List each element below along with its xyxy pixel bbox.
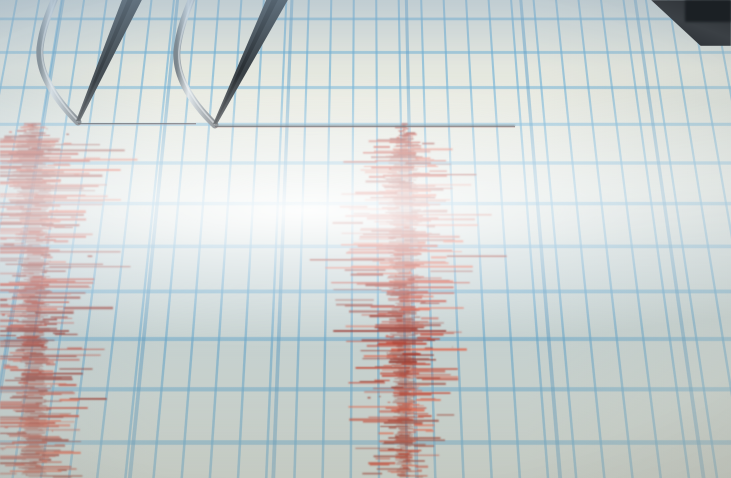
baseline-right: [215, 126, 515, 127]
machine-body-shadow: [685, 0, 731, 22]
baseline-left: [78, 123, 196, 124]
